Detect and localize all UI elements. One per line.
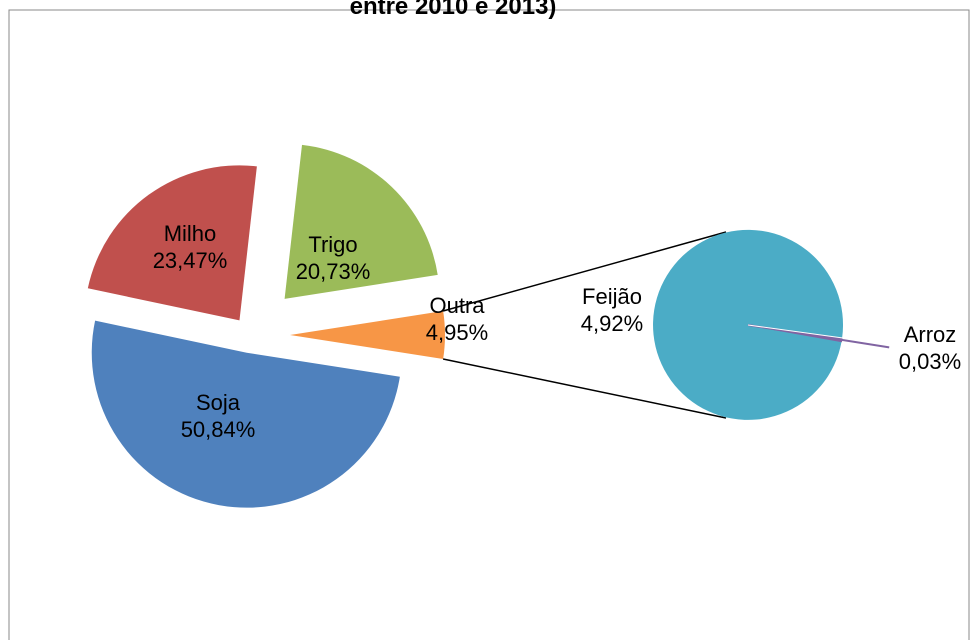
label-milho-value: 23,47% — [153, 248, 228, 273]
connector-bottom — [442, 358, 727, 419]
label-trigo-name: Trigo — [308, 232, 357, 257]
label-arroz-value: 0,03% — [899, 349, 961, 374]
arroz-highlight-line — [747, 324, 890, 345]
label-soja-name: Soja — [196, 390, 241, 415]
label-trigo-value: 20,73% — [296, 259, 371, 284]
secondary-pie — [653, 229, 890, 420]
connector-lines — [442, 231, 727, 419]
slice-milho — [87, 165, 257, 321]
label-soja-value: 50,84% — [181, 417, 256, 442]
label-feijao-name: Feijão — [582, 284, 642, 309]
label-outra-name: Outra — [429, 293, 485, 318]
connector-top — [442, 231, 727, 312]
slice-outra — [290, 310, 446, 360]
main-pie — [87, 144, 446, 508]
slice-soja — [91, 320, 400, 508]
label-arroz-name: Arroz — [904, 322, 957, 347]
label-outra-value: 4,95% — [426, 320, 488, 345]
data-labels: Soja50,84%Milho23,47%Trigo20,73%Outra4,9… — [153, 221, 962, 442]
label-milho-name: Milho — [164, 221, 217, 246]
chart-border — [8, 9, 970, 640]
label-feijao-value: 4,92% — [581, 311, 643, 336]
chart-title: entre 2010 e 2013) — [350, 0, 557, 20]
slice-trigo — [284, 144, 438, 299]
